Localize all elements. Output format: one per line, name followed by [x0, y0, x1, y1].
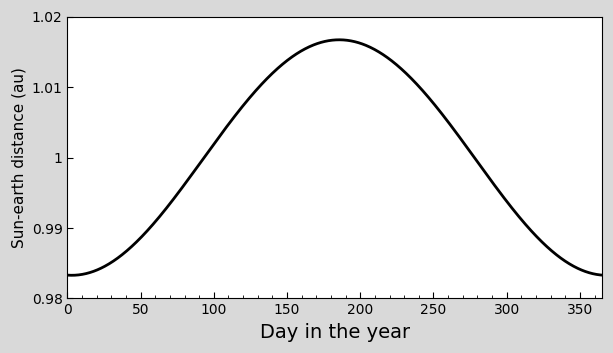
X-axis label: Day in the year: Day in the year: [259, 323, 409, 342]
Y-axis label: Sun-earth distance (au): Sun-earth distance (au): [11, 67, 26, 248]
